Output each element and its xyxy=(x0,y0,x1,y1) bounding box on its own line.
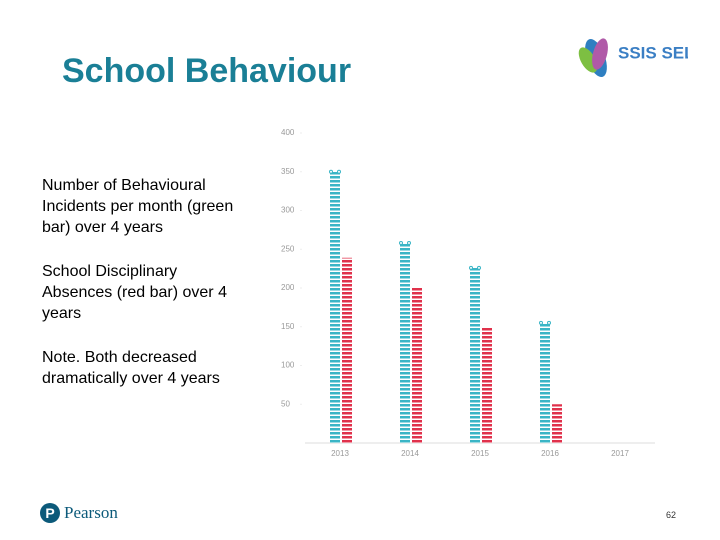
bar xyxy=(540,322,550,443)
bar xyxy=(482,327,492,443)
bar xyxy=(552,404,562,443)
ssis-logo: SSIS SEL xyxy=(578,28,695,87)
bar-marker xyxy=(539,320,543,325)
pearson-text: Pearson xyxy=(64,503,118,522)
x-tick-label: 2016 xyxy=(541,449,559,458)
y-tick-label: 250 xyxy=(281,244,295,253)
y-tick-label: 100 xyxy=(281,361,295,370)
logo-leaf xyxy=(578,47,598,73)
bar xyxy=(412,287,422,443)
x-tick-label: 2013 xyxy=(331,449,349,458)
y-tick-label: 350 xyxy=(281,167,295,176)
y-tick-label: 200 xyxy=(281,283,295,292)
bar-marker xyxy=(477,265,481,270)
x-tick-label: 2014 xyxy=(401,449,419,458)
paragraph: School Disciplinary Absences (red bar) o… xyxy=(42,263,227,322)
bar xyxy=(400,243,410,443)
x-tick-label: 2017 xyxy=(611,449,629,458)
pearson-icon: P xyxy=(40,503,60,523)
y-tick-label: 50 xyxy=(281,399,290,408)
logo-graphic: SSIS SEL xyxy=(578,38,695,78)
y-tick-label: 400 xyxy=(281,128,295,137)
logo-text: SSIS SEL xyxy=(618,43,688,62)
bar-marker xyxy=(399,241,403,246)
pearson-logo: P Pearson xyxy=(40,503,118,523)
bar xyxy=(330,171,340,443)
paragraph: Number of Behavioural Incidents per mont… xyxy=(42,177,234,236)
x-tick-label: 2015 xyxy=(471,449,489,458)
bar xyxy=(470,267,480,443)
paragraph: Note. Both decreased dramatically over 4… xyxy=(42,349,220,387)
slide-title: School Behaviour xyxy=(62,52,352,90)
bar-marker xyxy=(329,169,333,174)
page-number: 62 xyxy=(666,510,677,520)
bar-marker xyxy=(547,320,551,325)
logo-leaf xyxy=(592,38,608,70)
bar-marker xyxy=(407,241,411,246)
y-tick-label: 300 xyxy=(281,206,295,215)
bar-marker xyxy=(469,265,473,270)
y-tick-label: 150 xyxy=(281,322,295,331)
bar-marker xyxy=(337,169,341,174)
bar xyxy=(342,257,352,443)
